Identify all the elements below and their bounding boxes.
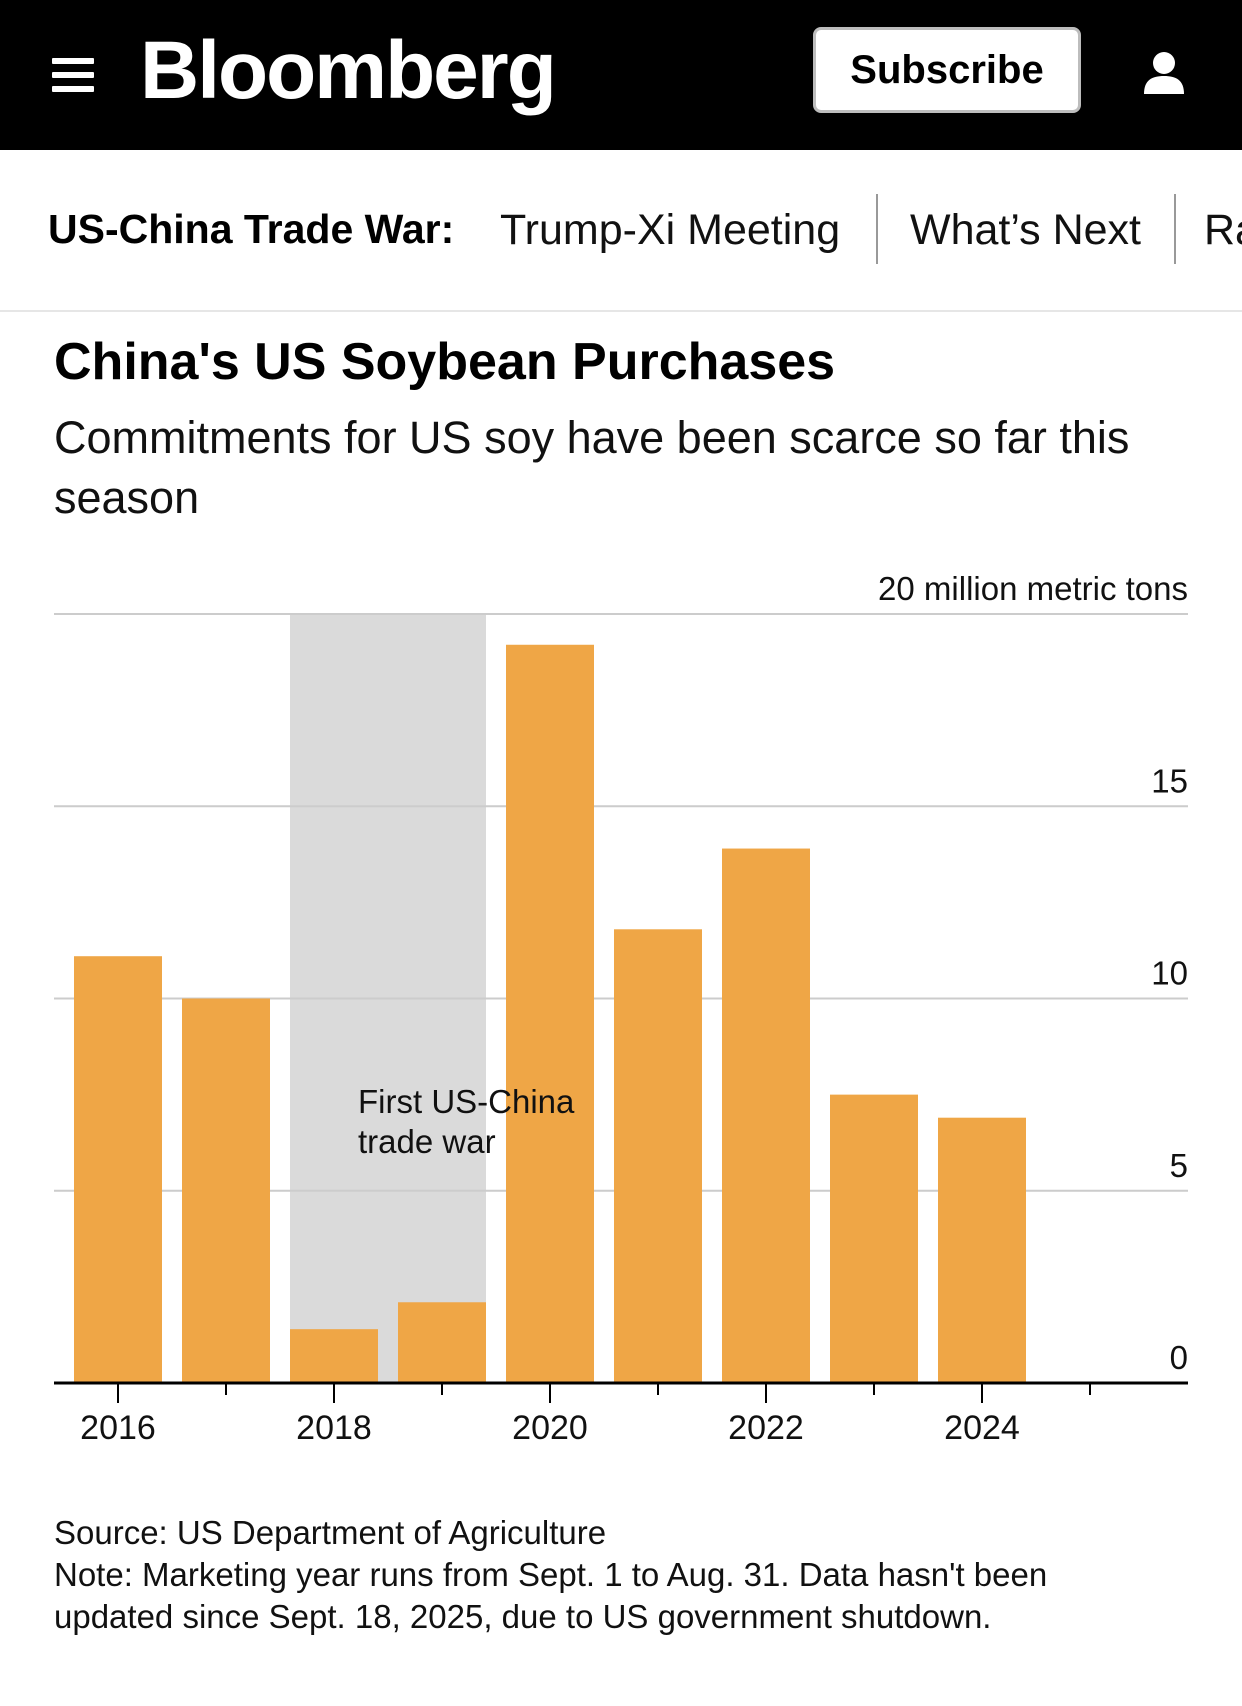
bar-2018 — [290, 1329, 378, 1383]
note-text-line-2: updated since Sept. 18, 2025, due to US … — [54, 1598, 992, 1635]
chart-footer: Source: US Department of Agriculture Not… — [54, 1512, 1204, 1638]
menu-icon[interactable] — [52, 58, 94, 92]
bar-2023 — [830, 1094, 918, 1383]
y-tick-label: 10 — [1151, 955, 1188, 992]
x-tick-label: 2016 — [80, 1409, 156, 1447]
subscribe-button[interactable]: Subscribe — [813, 27, 1081, 113]
bar-chart: 0 5 10 15 20 million metric tons First US-Chi… — [54, 570, 1188, 1447]
top-bar: Bloomberg Subscribe — [0, 0, 1242, 150]
x-tick-label: 2024 — [944, 1409, 1020, 1447]
x-tick-label: 2022 — [728, 1409, 804, 1447]
user-account-icon[interactable] — [1142, 50, 1186, 94]
chart-title: China's US Soybean Purchases — [54, 333, 836, 391]
nav-divider — [1174, 194, 1176, 264]
annotation-text: First US-China — [358, 1083, 575, 1120]
nav-link-trump-xi-meeting[interactable]: Trump-Xi Meeting — [500, 206, 841, 254]
bar-2024 — [938, 1117, 1026, 1383]
bar-2019 — [398, 1302, 486, 1383]
y-tick-label: 0 — [1170, 1339, 1188, 1376]
nav-divider — [876, 194, 878, 264]
x-tick-label: 2020 — [512, 1409, 588, 1447]
nav-link-whats-next[interactable]: What’s Next — [910, 206, 1141, 254]
annotation-text: trade war — [358, 1123, 496, 1160]
bloomberg-logo[interactable]: Bloomberg — [140, 25, 557, 116]
bar-2021 — [614, 929, 702, 1383]
note-text-line-1: Note: Marketing year runs from Sept. 1 t… — [54, 1556, 1048, 1593]
chart-subtitle: Commitments for US soy have been scarce … — [54, 412, 1130, 523]
bar-2016 — [74, 956, 162, 1383]
topic-nav-bar: US-China Trade War: Trump-Xi Meeting Wha… — [0, 150, 1242, 312]
nav-topic-label: US-China Trade War: — [48, 206, 455, 252]
bar-2017 — [182, 998, 270, 1383]
bar-2022 — [722, 848, 810, 1383]
y-tick-label: 5 — [1170, 1147, 1188, 1184]
nav-link-truncated[interactable]: Ra — [1204, 206, 1242, 254]
y-tick-label: 20 million metric tons — [878, 570, 1188, 607]
source-text: Source: US Department of Agriculture — [54, 1514, 607, 1551]
x-tick-label: 2018 — [296, 1409, 372, 1447]
y-tick-label: 15 — [1151, 762, 1188, 799]
bar-2020 — [506, 644, 594, 1383]
